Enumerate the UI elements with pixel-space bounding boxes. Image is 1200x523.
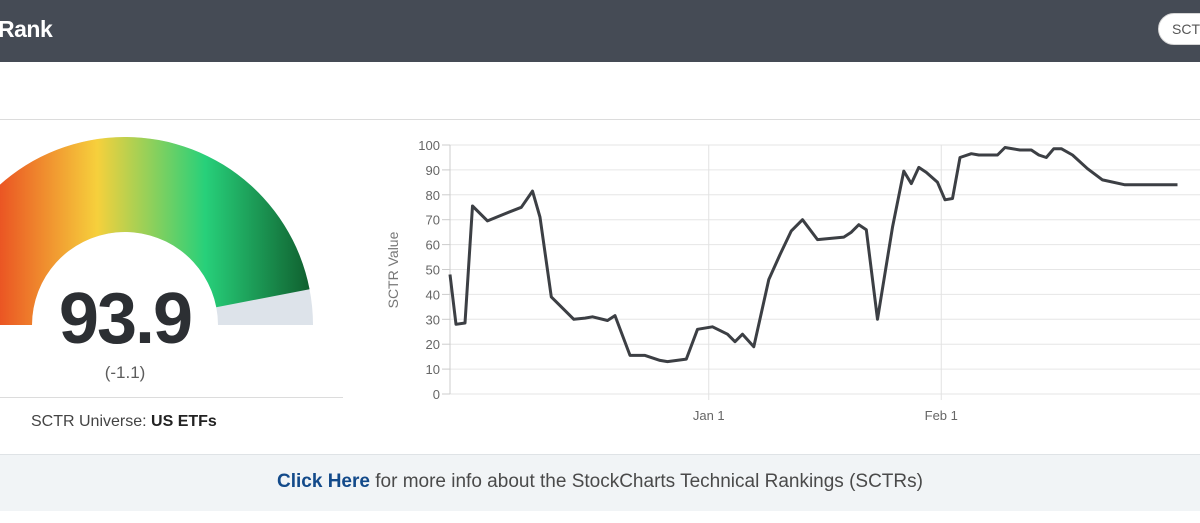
universe-label: SCTR Universe: bbox=[31, 413, 147, 430]
y-tick-label: 0 bbox=[433, 387, 440, 402]
y-tick-label: 90 bbox=[426, 163, 440, 178]
sctr-universe: SCTR Universe: US ETFs bbox=[31, 413, 217, 431]
y-tick-label: 70 bbox=[426, 213, 440, 228]
y-tick-label: 50 bbox=[426, 263, 440, 278]
x-tick-label: Jan 1 bbox=[693, 408, 725, 423]
click-here-link[interactable]: Click Here bbox=[277, 471, 370, 492]
divider bbox=[0, 119, 1200, 120]
divider bbox=[0, 397, 343, 398]
y-tick-label: 60 bbox=[426, 238, 440, 253]
sctr-change: (-1.1) bbox=[104, 363, 146, 382]
sctr-gauge: 93.9 (-1.1) bbox=[0, 120, 345, 400]
sctr-score: 93.9 bbox=[58, 279, 193, 359]
y-tick-label: 80 bbox=[426, 188, 440, 203]
gauge-graphic bbox=[0, 137, 313, 325]
page-bottom bbox=[0, 511, 1200, 523]
page-title: Rank bbox=[0, 16, 53, 42]
universe-value: US ETFs bbox=[151, 413, 217, 430]
y-tick-label: 100 bbox=[418, 138, 440, 153]
sctr-button[interactable]: SCT bbox=[1158, 13, 1200, 45]
y-axis-label: SCTR Value bbox=[385, 231, 401, 308]
y-tick-label: 40 bbox=[426, 287, 440, 302]
gauge-fill bbox=[0, 137, 310, 325]
y-tick-label: 30 bbox=[426, 312, 440, 327]
info-footer: Click Here for more info about the Stock… bbox=[0, 454, 1200, 512]
sctr-history-chart: SCTR Value 0 10 20 30 40 50 60 70 80 90 100 Jan 1 Fe… bbox=[385, 138, 1200, 423]
footer-text: Click Here for more info about the Stock… bbox=[0, 471, 1200, 493]
y-tick-label: 10 bbox=[426, 362, 440, 377]
y-tick-label: 20 bbox=[426, 337, 440, 352]
sctr-series-line bbox=[448, 146, 1178, 364]
footer-description: for more info about the StockCharts Tech… bbox=[369, 471, 923, 492]
header-bar: Rank SCT bbox=[0, 0, 1200, 62]
x-tick-label: Feb 1 bbox=[925, 408, 958, 423]
